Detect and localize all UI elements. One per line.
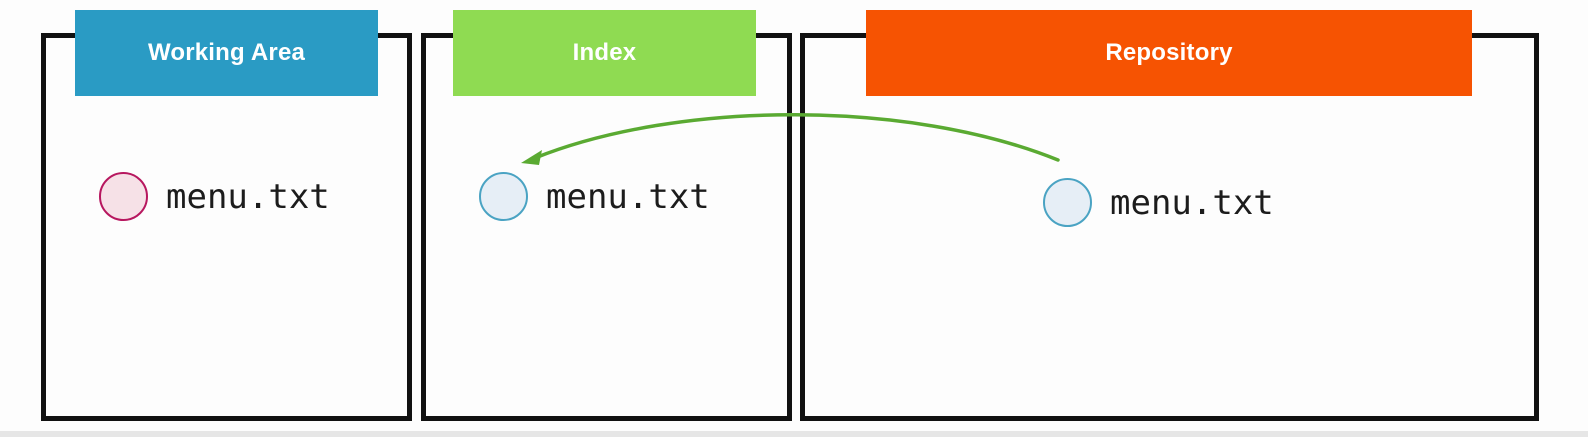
bottom-divider bbox=[0, 431, 1588, 437]
repository-file-name: menu.txt bbox=[1110, 182, 1274, 223]
repository-file-item: menu.txt bbox=[1043, 178, 1274, 227]
modified-file-dot bbox=[99, 172, 148, 221]
working-file-item: menu.txt bbox=[99, 172, 330, 221]
repository-label: Repository bbox=[866, 10, 1472, 96]
index-file-name: menu.txt bbox=[546, 176, 710, 217]
index-panel bbox=[421, 33, 792, 421]
index-label: Index bbox=[453, 10, 756, 96]
unchanged-file-dot bbox=[479, 172, 528, 221]
repository-panel bbox=[800, 33, 1539, 421]
unchanged-file-dot bbox=[1043, 178, 1092, 227]
working-area-label: Working Area bbox=[75, 10, 378, 96]
working-file-name: menu.txt bbox=[166, 176, 330, 217]
index-file-item: menu.txt bbox=[479, 172, 710, 221]
